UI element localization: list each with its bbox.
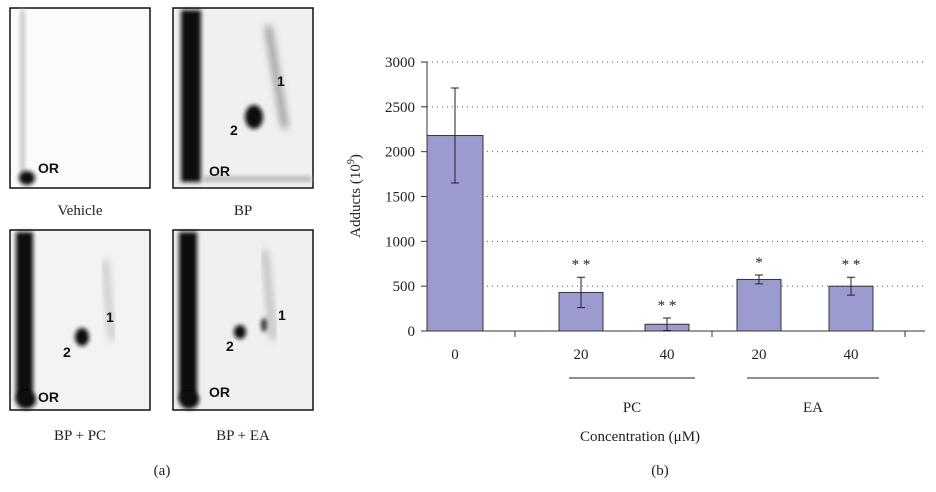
error-bar [847,276,855,296]
annotation: * * [842,257,861,273]
y-axis-label: Adducts (109) [346,154,364,238]
spot-label: 1 [106,309,114,325]
x-axis-label: Concentration (μM) [580,429,700,445]
error-bar [663,317,671,332]
autoradiograph: OR [9,7,151,189]
spot-label: OR [38,160,59,176]
y-tick-label: 1500 [385,190,415,206]
x-tick-label: 40 [844,347,859,363]
spot-label: 1 [277,73,285,89]
spot-label: 2 [230,122,238,138]
annotation: * [755,255,763,271]
y-tick-label: 1000 [385,234,415,250]
y-tick-label: 500 [393,279,416,295]
y-axis-label-sup: 9 [346,159,357,164]
y-tick-label: 2000 [385,145,415,161]
error-bar [577,276,585,309]
error-bar [755,274,763,285]
plot: 0 500 1000 1500 2000 2500 3000 0 20 * * 40 * * 20 * 40… [385,55,925,416]
autoradiograph: 1 2 OR [9,229,151,411]
panel-label: (b) [651,463,669,479]
y-tick-label: 2500 [385,100,415,116]
image-caption: BP + PC [54,428,106,444]
spot-label: 1 [278,307,286,323]
y-tick-label: 3000 [385,55,415,71]
spot-label: 2 [63,344,71,360]
x-tick-label: 40 [660,347,675,363]
bar [736,278,782,332]
y-axis-label-text: ) [348,154,364,159]
x-tick-label: 20 [574,347,589,363]
spot-label: OR [38,389,59,405]
image-caption: BP + EA [216,428,270,444]
annotation: * * [658,298,677,314]
spot-label: OR [209,163,230,179]
x-tick-label: 0 [451,347,459,363]
autoradiograph: 1 2 OR [172,229,314,411]
panel-label: (a) [154,463,171,479]
annotation: * * [572,257,591,273]
x-tick-label: 20 [752,347,767,363]
image-caption: BP [234,203,252,219]
spot-label: OR [209,384,230,400]
autoradiograph: 1 2 OR [172,7,314,189]
image-caption: Vehicle [58,203,103,219]
spot-label: 2 [226,338,234,354]
y-tick-label: 0 [408,324,416,340]
y-axis-label-text: Adducts (10 [348,164,364,238]
group-label: EA [803,400,823,416]
error-bar [451,87,459,184]
group-label: PC [623,400,641,416]
